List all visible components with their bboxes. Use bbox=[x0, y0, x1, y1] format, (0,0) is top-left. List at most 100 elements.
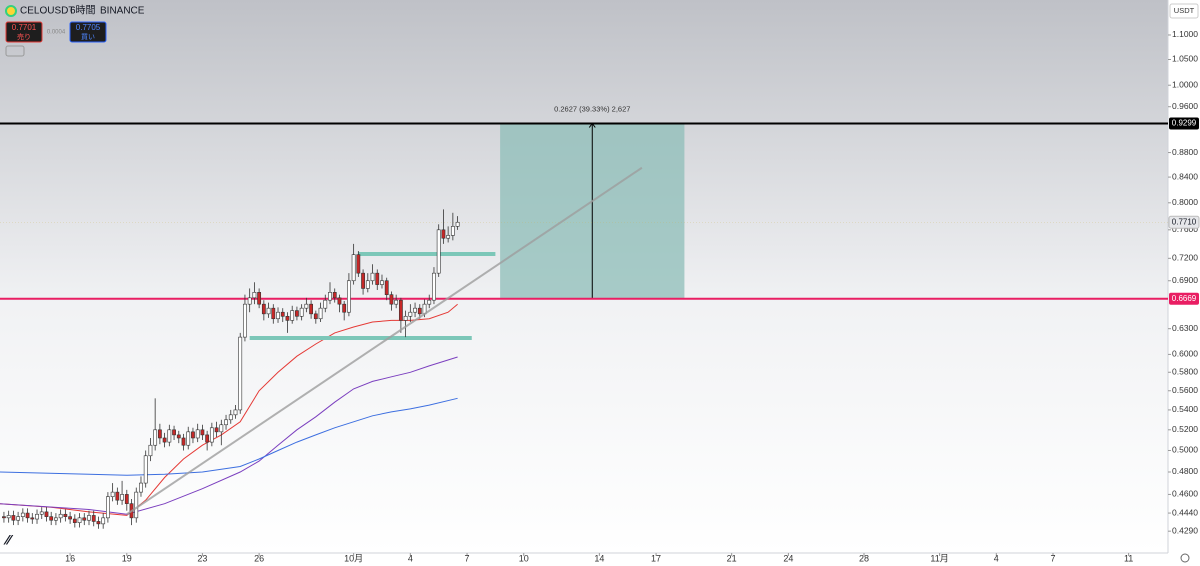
candle-body bbox=[214, 427, 219, 433]
candle-body bbox=[408, 311, 413, 317]
x-tick-label: 26 bbox=[254, 553, 264, 563]
x-tick-label: 11 bbox=[1124, 553, 1133, 563]
candle-body bbox=[82, 517, 87, 521]
moving-average bbox=[0, 356, 458, 515]
sell-button[interactable] bbox=[5, 21, 43, 43]
moving-average bbox=[0, 397, 458, 476]
candle-body bbox=[342, 303, 347, 313]
candle-body bbox=[389, 294, 394, 305]
candle-body bbox=[153, 429, 158, 446]
candle-body bbox=[77, 517, 82, 523]
buy-price: 0.7705 bbox=[76, 23, 101, 32]
y-tick-label: 0.6000 bbox=[1172, 349, 1198, 359]
candle-body bbox=[285, 315, 290, 321]
spread: 0.0004 bbox=[47, 30, 66, 36]
candle-body bbox=[124, 494, 129, 504]
candle-body bbox=[228, 414, 233, 421]
candle-body bbox=[394, 299, 399, 305]
price-tag-label: 0.6669 bbox=[1172, 294, 1197, 303]
buy-label: 買い bbox=[81, 33, 95, 41]
currency: USDT bbox=[1174, 6, 1195, 15]
symbol-icon bbox=[5, 5, 17, 17]
candle-body bbox=[35, 513, 39, 520]
candle-body bbox=[91, 515, 96, 522]
y-tick-label: 0.4600 bbox=[1172, 489, 1198, 499]
buy-button[interactable] bbox=[69, 21, 107, 43]
trend-line bbox=[126, 166, 643, 516]
candle-body bbox=[30, 517, 35, 520]
y-tick-label: 0.4800 bbox=[1172, 466, 1198, 476]
candle-body bbox=[347, 280, 351, 313]
exchange: BINANCE bbox=[100, 6, 145, 17]
x-tick-label: 4 bbox=[408, 553, 413, 563]
interval: 6時間 bbox=[70, 5, 96, 17]
x-tick-label: 14 bbox=[594, 553, 604, 563]
candle-body bbox=[25, 512, 30, 519]
candle-body bbox=[96, 521, 101, 525]
candle-body bbox=[219, 424, 224, 433]
y-tick-label: 0.5400 bbox=[1172, 404, 1198, 414]
candle-body bbox=[318, 307, 323, 320]
candle-body bbox=[157, 429, 162, 439]
candle-body bbox=[58, 513, 63, 519]
candle-body bbox=[181, 437, 186, 446]
y-tick-label: 0.8400 bbox=[1172, 171, 1198, 181]
candle-body bbox=[398, 299, 403, 321]
candle-body bbox=[290, 310, 295, 321]
y-tick-label: 0.6300 bbox=[1172, 323, 1198, 333]
candle-body bbox=[413, 307, 417, 313]
candle-body bbox=[106, 496, 110, 519]
x-tick-label: 16 bbox=[65, 553, 75, 563]
plot: 0.2627 (39.33%) 2,627 bbox=[0, 104, 1168, 529]
settings-icon[interactable] bbox=[1180, 553, 1190, 563]
price-tag-label: 0.7710 bbox=[1172, 217, 1197, 226]
candle-body bbox=[351, 254, 356, 282]
price-axis bbox=[1168, 0, 1200, 566]
y-tick-label: 1.0000 bbox=[1172, 79, 1198, 89]
candle-body bbox=[6, 515, 11, 519]
candle-body bbox=[271, 307, 276, 320]
candle-body bbox=[384, 280, 389, 295]
candle-body bbox=[233, 409, 238, 416]
y-tick-label: 0.6900 bbox=[1172, 275, 1198, 285]
candle-body bbox=[432, 272, 436, 301]
candle-body bbox=[101, 517, 106, 525]
price-tag bbox=[1169, 117, 1199, 130]
x-tick-label: 4 bbox=[994, 553, 999, 563]
x-tick-label: 10月 bbox=[344, 553, 363, 563]
logo: ⁄⁄ bbox=[3, 532, 13, 548]
candle-body bbox=[68, 516, 72, 520]
currency-select[interactable] bbox=[1169, 3, 1199, 19]
candle-body bbox=[446, 235, 451, 239]
candle-body bbox=[361, 272, 365, 289]
candle-body bbox=[63, 513, 68, 517]
y-tick-label: 0.5600 bbox=[1172, 385, 1198, 395]
candle-body bbox=[365, 280, 370, 289]
candle-body bbox=[323, 299, 328, 309]
candle-body bbox=[403, 315, 408, 321]
candle-body bbox=[167, 429, 172, 443]
toggle[interactable] bbox=[5, 45, 25, 57]
candle-body bbox=[417, 307, 422, 315]
candle-body bbox=[120, 494, 124, 501]
candle-body bbox=[247, 297, 252, 305]
price-tag-label: 0.9299 bbox=[1172, 119, 1197, 128]
x-tick-label: 21 bbox=[727, 553, 737, 563]
candle-body bbox=[380, 280, 384, 285]
candle-body bbox=[200, 429, 205, 436]
candle-body bbox=[243, 303, 247, 338]
candle-body bbox=[134, 491, 139, 519]
candle-body bbox=[209, 427, 214, 443]
candle-body bbox=[172, 429, 176, 436]
x-tick-label: 19 bbox=[122, 553, 132, 563]
y-tick-label: 0.5200 bbox=[1172, 424, 1198, 434]
candle-body bbox=[295, 310, 299, 317]
y-tick-label: 0.8000 bbox=[1172, 197, 1198, 207]
candle-body bbox=[224, 419, 228, 426]
candle-body bbox=[280, 311, 285, 317]
y-tick-label: 1.0500 bbox=[1172, 54, 1198, 64]
candle-body bbox=[266, 307, 271, 315]
y-tick-label: 0.5800 bbox=[1172, 367, 1198, 377]
candle-body bbox=[261, 303, 266, 315]
y-tick-label: 0.4440 bbox=[1172, 507, 1198, 517]
